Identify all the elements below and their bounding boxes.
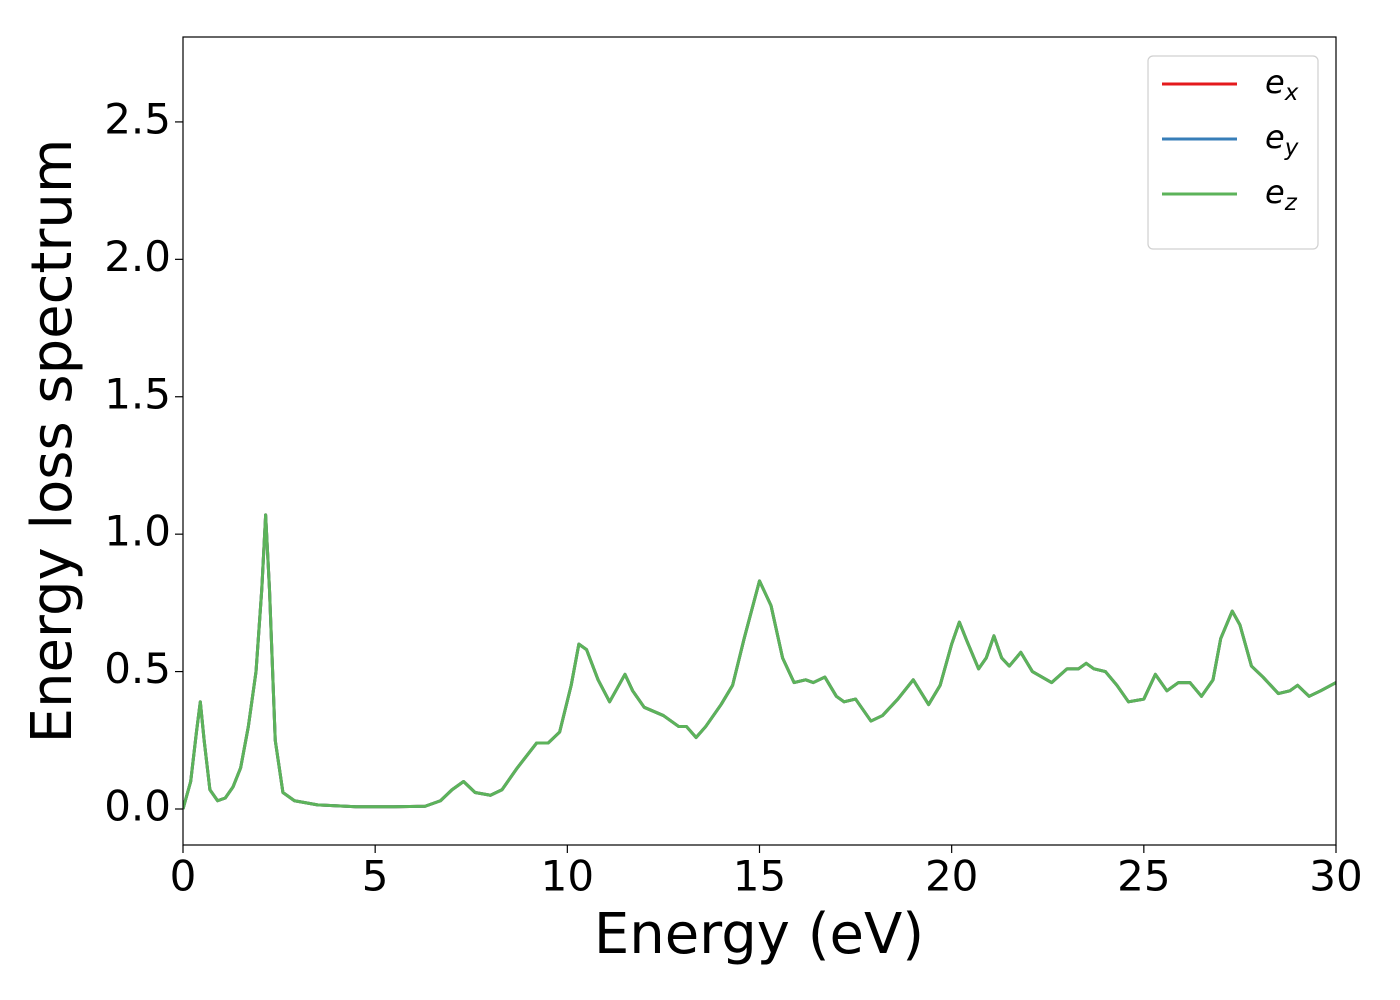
x-tick-label: 25	[1117, 852, 1170, 901]
legend-label: ez	[1265, 173, 1298, 216]
x-axis-label: Energy (eV)	[594, 902, 924, 967]
legend-label: ex	[1265, 63, 1299, 106]
y-tick-label: 2.5	[104, 94, 171, 143]
legend-box	[1147, 55, 1319, 250]
x-tick-label: 20	[925, 852, 978, 901]
y-tick-label: 1.5	[104, 369, 171, 418]
y-tick-label: 2.0	[104, 232, 171, 281]
x-tick-label: 30	[1309, 852, 1362, 901]
y-axis-label: Energy loss spectrum	[20, 139, 85, 744]
x-tick-label: 10	[541, 852, 594, 901]
x-tick-label: 0	[170, 852, 197, 901]
plot-area	[183, 513, 1336, 810]
y-tick-label: 0.0	[104, 781, 171, 830]
x-tick-label: 15	[733, 852, 786, 901]
x-tick-label: 5	[362, 852, 389, 901]
legend-label: ey	[1265, 118, 1299, 161]
y-tick-label: 0.5	[104, 644, 171, 693]
series-line	[183, 513, 1336, 810]
y-tick-label: 1.0	[104, 507, 171, 556]
